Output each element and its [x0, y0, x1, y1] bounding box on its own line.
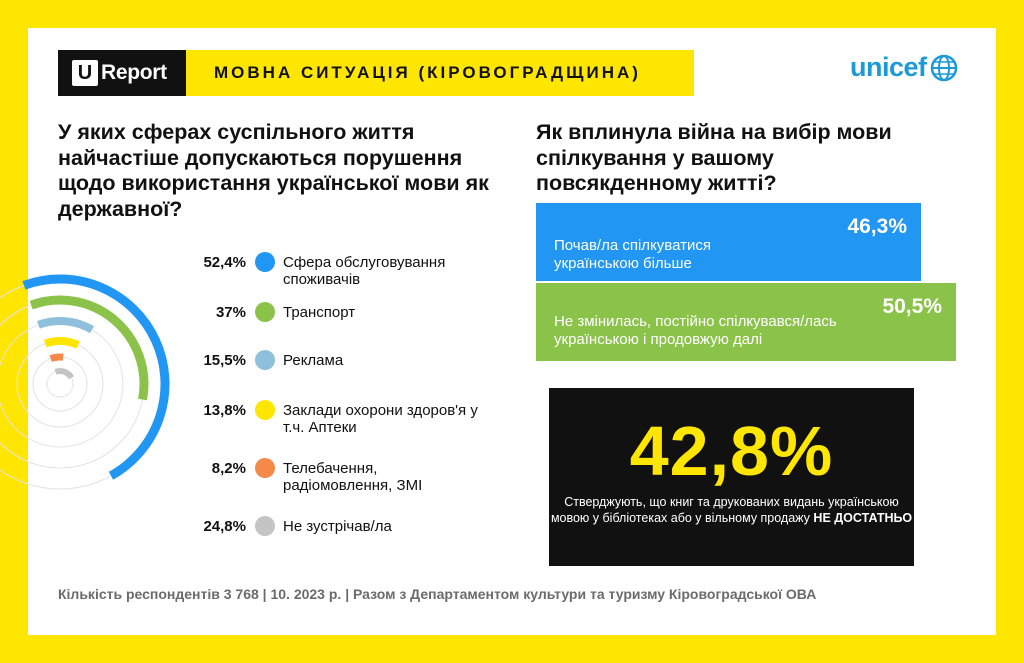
question-1-title: У яких сферах суспільного життя найчасті…: [58, 120, 489, 221]
legend-item: 8,2% Телебачення, радіомовлення, ЗМІ: [180, 458, 483, 494]
radial-arc-2: [37, 317, 95, 334]
bar-label: Почав/ла спілкуватися українською більше: [554, 237, 711, 272]
legend-dot-icon: [255, 516, 275, 536]
legend-value: 15,5%: [203, 352, 246, 369]
bar-value: 50,5%: [882, 295, 942, 318]
legend-label: Сфера обслуговування споживачів: [283, 254, 446, 288]
ureport-logo: U Report: [58, 50, 186, 96]
globe-icon: [930, 54, 957, 81]
radial-arc-1: [29, 295, 149, 401]
radial-arc-3: [43, 337, 80, 349]
bar-label: Не змінилась, постійно спілкувався/лась …: [554, 313, 837, 348]
legend-value: 52,4%: [203, 254, 246, 271]
highlight-emphasis: НЕ ДОСТАТНЬО: [813, 511, 913, 525]
legend-item: 13,8% Заклади охорони здоров'я у т.ч. Апт…: [180, 400, 483, 436]
radial-arc-5: [54, 368, 74, 380]
legend-value: 13,8%: [203, 402, 246, 419]
ureport-logo-letter: U: [72, 60, 98, 86]
legend-item: 52,4% Сфера обслуговування споживачів: [180, 252, 483, 288]
highlight-body: Стверджують, що книг та друкованих видан…: [550, 495, 899, 525]
legend-dot-icon: [255, 400, 275, 420]
legend-label: Не зустрічав/ла: [283, 518, 392, 535]
ureport-logo-name: Report: [101, 61, 167, 84]
legend-value: 37%: [215, 304, 246, 321]
radial-bar-chart: [0, 274, 170, 490]
legend-item: 37% Транспорт: [180, 302, 483, 322]
highlight-box: 42,8% Стверджують, що книг та друкованих…: [549, 388, 914, 566]
highlight-text: Стверджують, що книг та друкованих видан…: [549, 494, 914, 526]
footer-note: Кількість респондентів 3 768 | 10. 2023 …: [58, 586, 817, 602]
legend-label: Телебачення, радіомовлення, ЗМІ: [283, 460, 423, 494]
legend-dot-icon: [255, 252, 275, 272]
legend-dot-icon: [255, 350, 275, 370]
legend-value: 8,2%: [211, 460, 246, 477]
legend-value: 24,8%: [203, 518, 246, 535]
radial-guide-4: [32, 356, 88, 412]
legend-label: Заклади охорони здоров'я у т.ч. Аптеки: [283, 402, 478, 436]
bar-1: 50,5% Не змінилась, постійно спілкувався/…: [536, 283, 956, 361]
legend-dot-icon: [255, 458, 275, 478]
unicef-logo-text: unicef: [850, 52, 927, 82]
legend-label: Реклама: [283, 352, 344, 369]
radial-arc-0: [22, 274, 170, 480]
legend-item: 24,8% Не зустрічав/ла: [180, 516, 483, 536]
radial-arc-4: [49, 353, 64, 362]
bar-value: 46,3%: [847, 215, 907, 238]
highlight-value: 42,8%: [629, 412, 834, 490]
legend-label: Транспорт: [283, 304, 356, 321]
page-title: МОВНА СИТУАЦІЯ (КІРОВОГРАДЩИНА): [186, 50, 694, 96]
unicef-logo: unicef: [850, 52, 959, 83]
legend-item: 15,5% Реклама: [180, 350, 483, 370]
question-2-title: Як вплинула війна на вибір мови спілкува…: [536, 120, 892, 195]
legend-dot-icon: [255, 302, 275, 322]
bar-0: 46,3% Почав/ла спілкуватися українською б…: [536, 203, 921, 281]
